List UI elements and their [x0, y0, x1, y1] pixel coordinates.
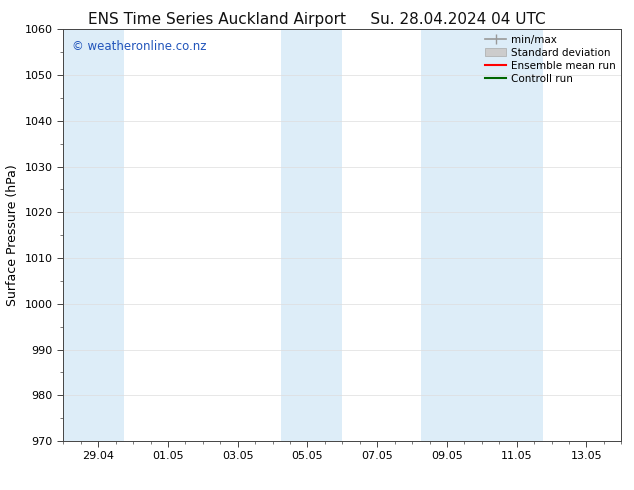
Bar: [421, 29, 543, 441]
Bar: [281, 29, 342, 441]
Text: ENS Time Series Auckland Airport     Su. 28.04.2024 04 UTC: ENS Time Series Auckland Airport Su. 28.…: [88, 12, 546, 27]
Text: © weatheronline.co.nz: © weatheronline.co.nz: [72, 40, 206, 53]
Legend: min/max, Standard deviation, Ensemble mean run, Controll run: min/max, Standard deviation, Ensemble me…: [482, 31, 619, 87]
Y-axis label: Surface Pressure (hPa): Surface Pressure (hPa): [6, 164, 19, 306]
Bar: [63, 29, 124, 441]
